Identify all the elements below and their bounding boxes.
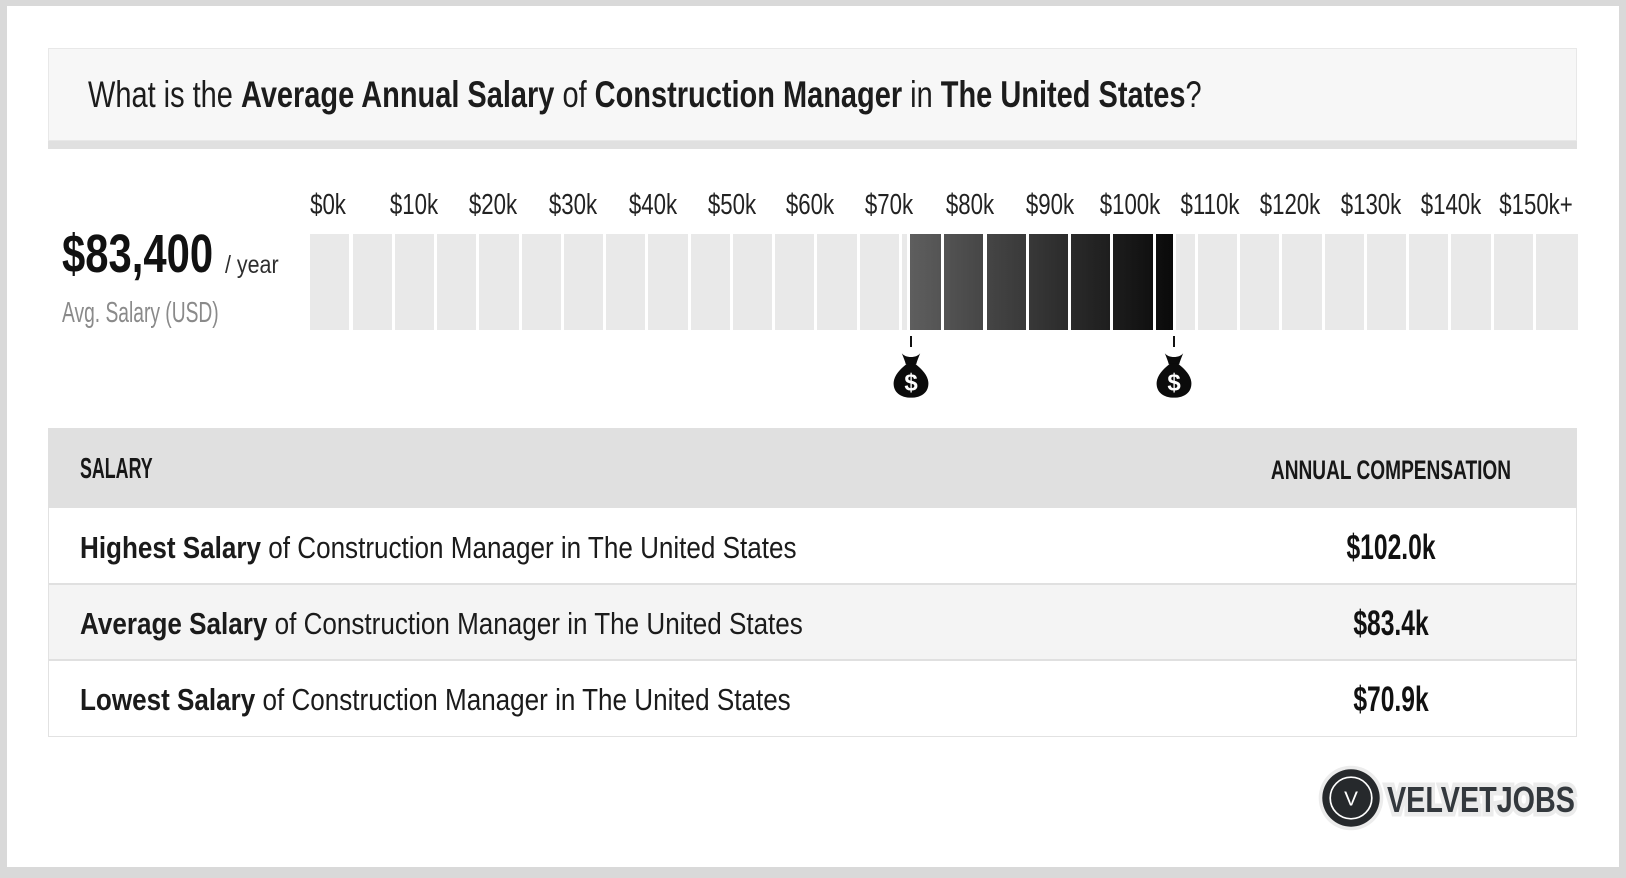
svg-text:$: $ — [904, 370, 918, 397]
svg-text:$: $ — [1167, 370, 1181, 397]
svg-text:VELVETJOBS: VELVETJOBS — [1387, 779, 1575, 820]
svg-text:V: V — [1344, 788, 1358, 811]
